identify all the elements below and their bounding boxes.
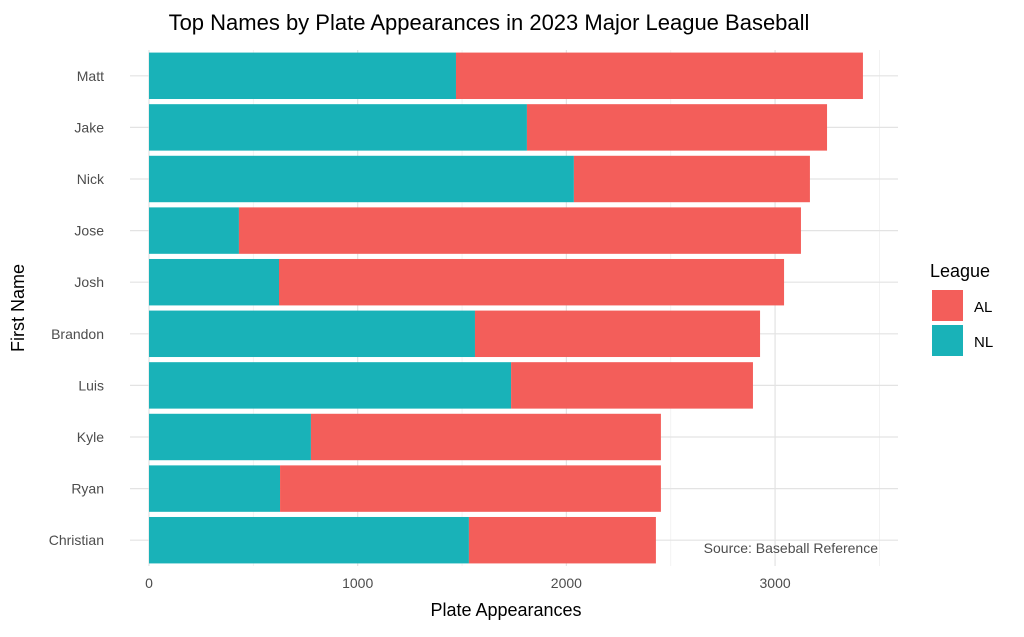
bar-nl-christian: [148, 516, 469, 564]
x-tick-label: 3000: [760, 575, 791, 591]
legend-key-al: [932, 290, 963, 321]
y-tick-label: Jake: [74, 119, 104, 135]
bar-nl-nick: [148, 155, 574, 203]
y-tick-label: Luis: [78, 377, 104, 393]
legend: League AL NL: [930, 261, 993, 356]
bar-al-jose: [238, 207, 801, 254]
legend-key-nl: [932, 325, 963, 356]
bar-al-matt: [455, 52, 863, 100]
bar-al-josh: [279, 258, 785, 306]
bar-nl-brandon: [148, 310, 475, 358]
bar-al-brandon: [474, 310, 761, 358]
y-tick-label: Ryan: [71, 481, 104, 497]
legend-label-nl: NL: [974, 334, 993, 351]
bar-al-kyle: [310, 413, 661, 461]
x-tick-label: 0: [145, 575, 153, 591]
bar-al-ryan: [280, 465, 661, 512]
bar-nl-luis: [148, 362, 512, 409]
y-tick-label: Christian: [49, 532, 104, 548]
bar-nl-matt: [148, 52, 456, 100]
bar-al-christian: [468, 516, 656, 564]
x-axis-label: Plate Appearances: [430, 600, 581, 620]
x-tick-label: 2000: [551, 575, 582, 591]
x-tick-label: 1000: [342, 575, 373, 591]
y-tick-label: Matt: [77, 68, 104, 84]
bar-al-jake: [526, 104, 828, 151]
legend-label-al: AL: [974, 299, 992, 316]
bar-nl-ryan: [148, 465, 281, 512]
y-tick-label: Josh: [74, 274, 104, 290]
bar-nl-josh: [148, 258, 280, 306]
y-tick-label: Kyle: [77, 429, 104, 445]
bar-al-luis: [511, 362, 753, 409]
bar-al-nick: [573, 155, 810, 203]
bars: [148, 52, 863, 564]
legend-title: League: [930, 261, 990, 281]
chart-title: Top Names by Plate Appearances in 2023 M…: [169, 10, 810, 35]
y-tick-label: Brandon: [51, 326, 104, 342]
bar-nl-jake: [148, 104, 527, 151]
bar-nl-kyle: [148, 413, 311, 461]
y-tick-label: Nick: [77, 171, 105, 187]
y-tick-label: Jose: [74, 223, 104, 239]
bar-nl-jose: [148, 207, 239, 254]
x-tick-labels: 0 1000 2000 3000: [145, 575, 791, 591]
source-annotation: Source: Baseball Reference: [704, 540, 879, 556]
y-axis-label: First Name: [8, 264, 28, 352]
y-tick-labels: Matt Jake Nick Jose Josh Brandon Luis Kyle Ryan C…: [49, 68, 105, 548]
